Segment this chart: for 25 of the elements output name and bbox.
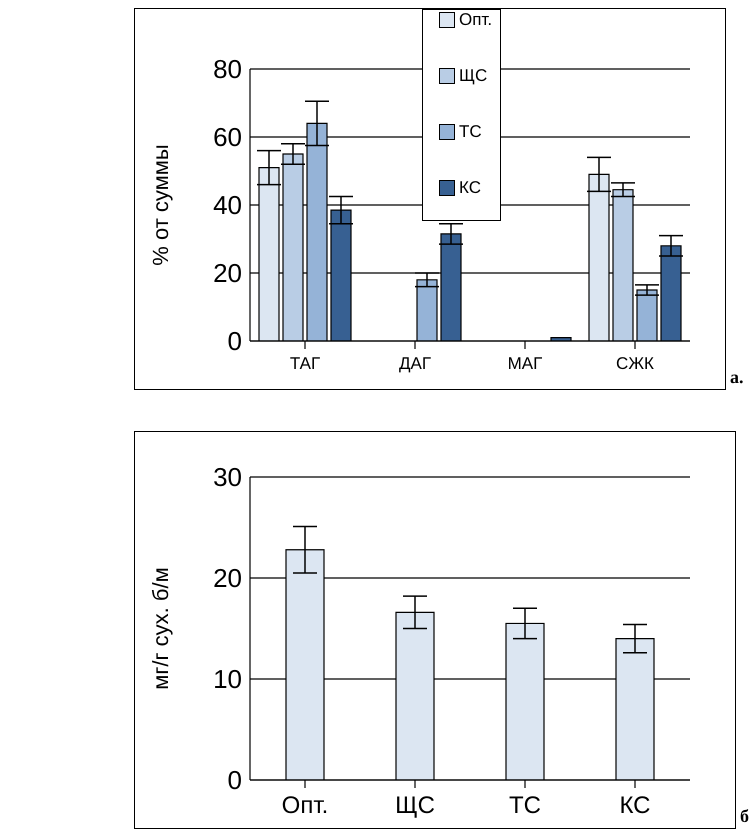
legend-label: ТС [459,122,482,142]
x-tick-label: ТС [509,792,541,820]
y-axis-title: мг/г сух. б/м [148,567,173,690]
x-tick-label: МАГ [508,354,542,374]
x-tick-label: Опт. [282,792,328,820]
y-tick-label: 30 [213,462,242,492]
x-tick-label: ТАГ [290,354,320,374]
text: а. [730,367,744,388]
y-tick-label: 40 [213,190,242,220]
y-tick-label: 80 [213,54,242,84]
x-tick-label: ЩС [395,792,435,820]
x-tick-label: ДАГ [398,354,432,374]
legend-label: ЩС [459,66,488,86]
y-tick-label: 0 [228,326,242,356]
y-tick-label: 60 [213,122,242,152]
legend-label: Опт. [459,10,492,30]
y-tick-label: 0 [228,765,242,796]
text: б [740,806,749,827]
y-tick-label: 20 [213,563,242,594]
x-tick-label: СЖК [616,354,654,374]
legend-label: КС [459,178,481,198]
x-tick-label: КС [619,792,651,820]
y-axis-title: % от суммы [148,144,173,266]
y-tick-label: 20 [213,258,242,288]
y-tick-label: 10 [213,664,242,694]
